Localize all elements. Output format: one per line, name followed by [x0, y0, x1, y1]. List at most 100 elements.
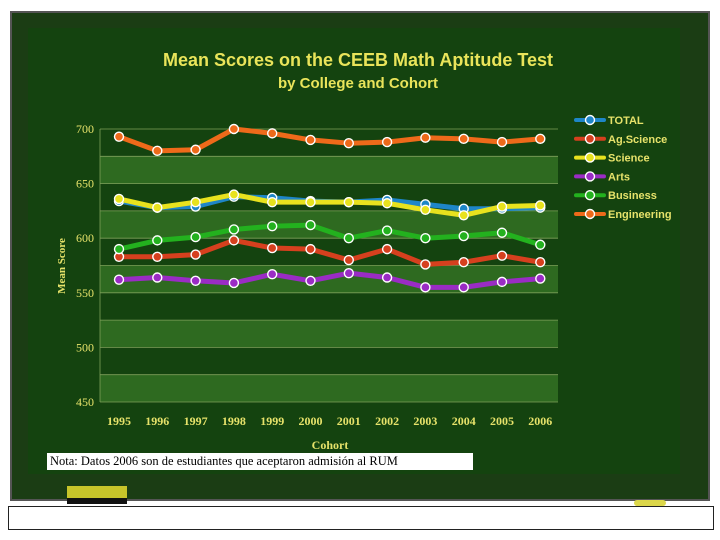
legend: TOTAL Ag.Science Science Arts Business Engine…: [574, 114, 672, 221]
chalk-tray-right: [634, 500, 666, 506]
data-point: [381, 272, 393, 283]
data-point: [496, 136, 508, 148]
x-tick-label: 1997: [184, 414, 208, 428]
data-point: [496, 201, 508, 212]
legend-marker: [584, 114, 596, 126]
legend-label: Ag.Science: [608, 134, 667, 146]
data-point: [343, 137, 354, 149]
y-tick-label: 600: [76, 231, 94, 245]
x-tick-label: 1995: [107, 414, 131, 428]
line-chart: Mean Scores on the CEEB Math Aptitude Te…: [56, 50, 672, 452]
data-point: [152, 251, 163, 262]
data-point: [420, 232, 431, 244]
x-tick-label: 2002: [375, 414, 399, 428]
plot-bands: [100, 129, 558, 402]
legend-label: Arts: [608, 171, 630, 183]
chart-subtitle: by College and Cohort: [278, 75, 438, 92]
data-point: [190, 275, 201, 286]
x-tick-label: 1999: [260, 414, 284, 428]
data-point: [343, 267, 354, 279]
legend-marker: [584, 208, 596, 220]
data-point: [381, 136, 393, 148]
data-point: [535, 133, 546, 145]
data-point: [305, 196, 316, 208]
data-point: [458, 230, 469, 242]
data-point: [266, 196, 278, 208]
data-point: [343, 232, 354, 244]
x-tick-label: 2000: [299, 414, 323, 428]
chalk-tray-shadow: [67, 498, 127, 504]
data-point: [305, 219, 316, 231]
data-point: [381, 225, 393, 236]
data-point: [535, 200, 546, 211]
x-tick-label: 2006: [528, 414, 552, 428]
y-tick-labels: 450 500 550 600 650 700: [76, 122, 94, 409]
data-point: [228, 277, 240, 289]
legend-label: Science: [608, 153, 650, 165]
x-tick-label: 1996: [145, 414, 169, 428]
legend-marker: [584, 133, 596, 145]
data-point: [228, 189, 240, 200]
data-point: [266, 242, 278, 254]
data-point: [228, 224, 240, 235]
data-point: [496, 227, 508, 238]
data-point: [535, 273, 546, 284]
series-line-engineering: [116, 126, 543, 154]
chalk-tray-left: [67, 486, 127, 498]
x-tick-labels: 1995 1996 1997 1998 1999 2000 2001 2002 2003 2004…: [107, 414, 552, 428]
data-point: [113, 193, 125, 205]
x-tick-label: 1998: [222, 414, 246, 428]
data-point: [266, 220, 278, 232]
data-point: [381, 243, 393, 255]
plot-band: [100, 347, 558, 375]
data-point: [458, 210, 469, 221]
series-line-ag-science: [116, 237, 543, 267]
x-tick-label: 2005: [490, 414, 514, 428]
data-point: [496, 250, 508, 261]
y-tick-label: 500: [76, 340, 94, 354]
series-lines: [113, 123, 546, 293]
legend-label: Engineering: [608, 209, 672, 221]
data-point: [190, 249, 201, 260]
data-point: [458, 257, 469, 268]
data-point: [152, 272, 163, 283]
data-point: [535, 257, 546, 268]
x-tick-label: 2003: [413, 414, 437, 428]
bottom-border: [8, 506, 714, 530]
footnote: Nota: Datos 2006 son de estudiantes que …: [47, 453, 473, 470]
data-point: [343, 196, 354, 208]
data-point: [420, 204, 431, 216]
x-tick-label: 2001: [337, 414, 361, 428]
series-line-business: [116, 222, 543, 252]
plot-band: [100, 292, 558, 321]
data-point: [113, 131, 125, 142]
series-line-arts: [116, 270, 543, 290]
data-point: [113, 243, 125, 255]
data-point: [420, 282, 431, 293]
x-tick-label: 2004: [452, 414, 476, 428]
y-tick-label: 650: [76, 177, 94, 191]
y-tick-label: 700: [76, 122, 94, 136]
y-tick-label: 450: [76, 395, 94, 409]
chart-title: Mean Scores on the CEEB Math Aptitude Te…: [163, 50, 553, 70]
data-point: [228, 123, 240, 135]
data-point: [343, 254, 354, 266]
data-point: [113, 274, 125, 285]
data-point: [266, 128, 278, 139]
series-line-science: [116, 192, 543, 218]
data-point: [496, 276, 508, 288]
data-point: [190, 196, 201, 208]
legend-marker: [584, 171, 596, 182]
data-point: [381, 198, 393, 209]
data-point: [420, 132, 431, 143]
data-point: [535, 239, 546, 250]
data-point: [190, 231, 201, 243]
legend-marker: [584, 152, 596, 163]
legend-label: Business: [608, 190, 657, 202]
legend-marker: [584, 189, 596, 201]
y-axis-label: Mean Score: [56, 238, 68, 294]
y-tick-label: 550: [76, 286, 94, 300]
data-point: [152, 235, 163, 246]
legend-label: TOTAL: [608, 115, 644, 127]
data-point: [152, 145, 163, 157]
